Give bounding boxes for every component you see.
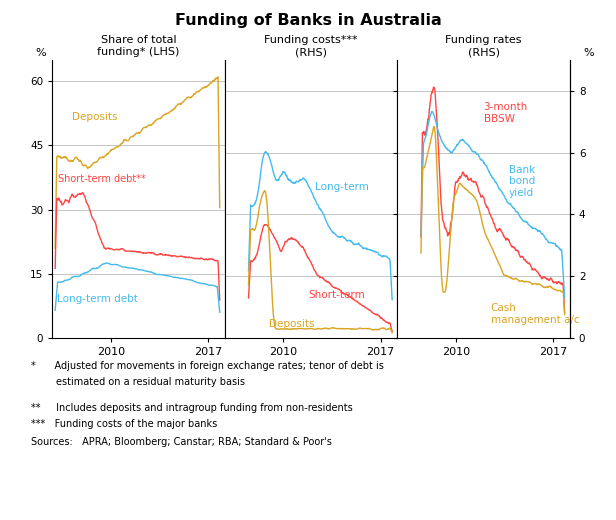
Text: %: %: [35, 48, 46, 58]
Text: Long-term: Long-term: [315, 181, 369, 192]
Text: %: %: [583, 48, 594, 58]
Text: Cash
management a/c: Cash management a/c: [490, 303, 579, 324]
Text: **     Includes deposits and intragroup funding from non-residents: ** Includes deposits and intragroup fund…: [31, 403, 352, 413]
Text: Short-term: Short-term: [308, 290, 365, 300]
Text: Funding rates
(RHS): Funding rates (RHS): [445, 35, 522, 57]
Text: ***   Funding costs of the major banks: *** Funding costs of the major banks: [31, 419, 217, 428]
Text: Deposits: Deposits: [269, 319, 315, 329]
Text: Share of total
funding* (LHS): Share of total funding* (LHS): [97, 35, 180, 57]
Text: estimated on a residual maturity basis: estimated on a residual maturity basis: [31, 377, 245, 387]
Text: Deposits: Deposits: [72, 112, 117, 122]
Text: Long-term debt: Long-term debt: [57, 294, 137, 304]
Text: Sources:   APRA; Bloomberg; Canstar; RBA; Standard & Poor's: Sources: APRA; Bloomberg; Canstar; RBA; …: [31, 437, 331, 447]
Text: Short-term debt**: Short-term debt**: [58, 174, 145, 184]
Text: 3-month
BBSW: 3-month BBSW: [484, 102, 528, 124]
Text: Funding costs***
(RHS): Funding costs*** (RHS): [264, 35, 358, 57]
Text: Bank
bond
yield: Bank bond yield: [509, 165, 535, 198]
Text: *      Adjusted for movements in foreign exchange rates; tenor of debt is: * Adjusted for movements in foreign exch…: [31, 361, 384, 371]
Text: Funding of Banks in Australia: Funding of Banks in Australia: [174, 13, 442, 28]
